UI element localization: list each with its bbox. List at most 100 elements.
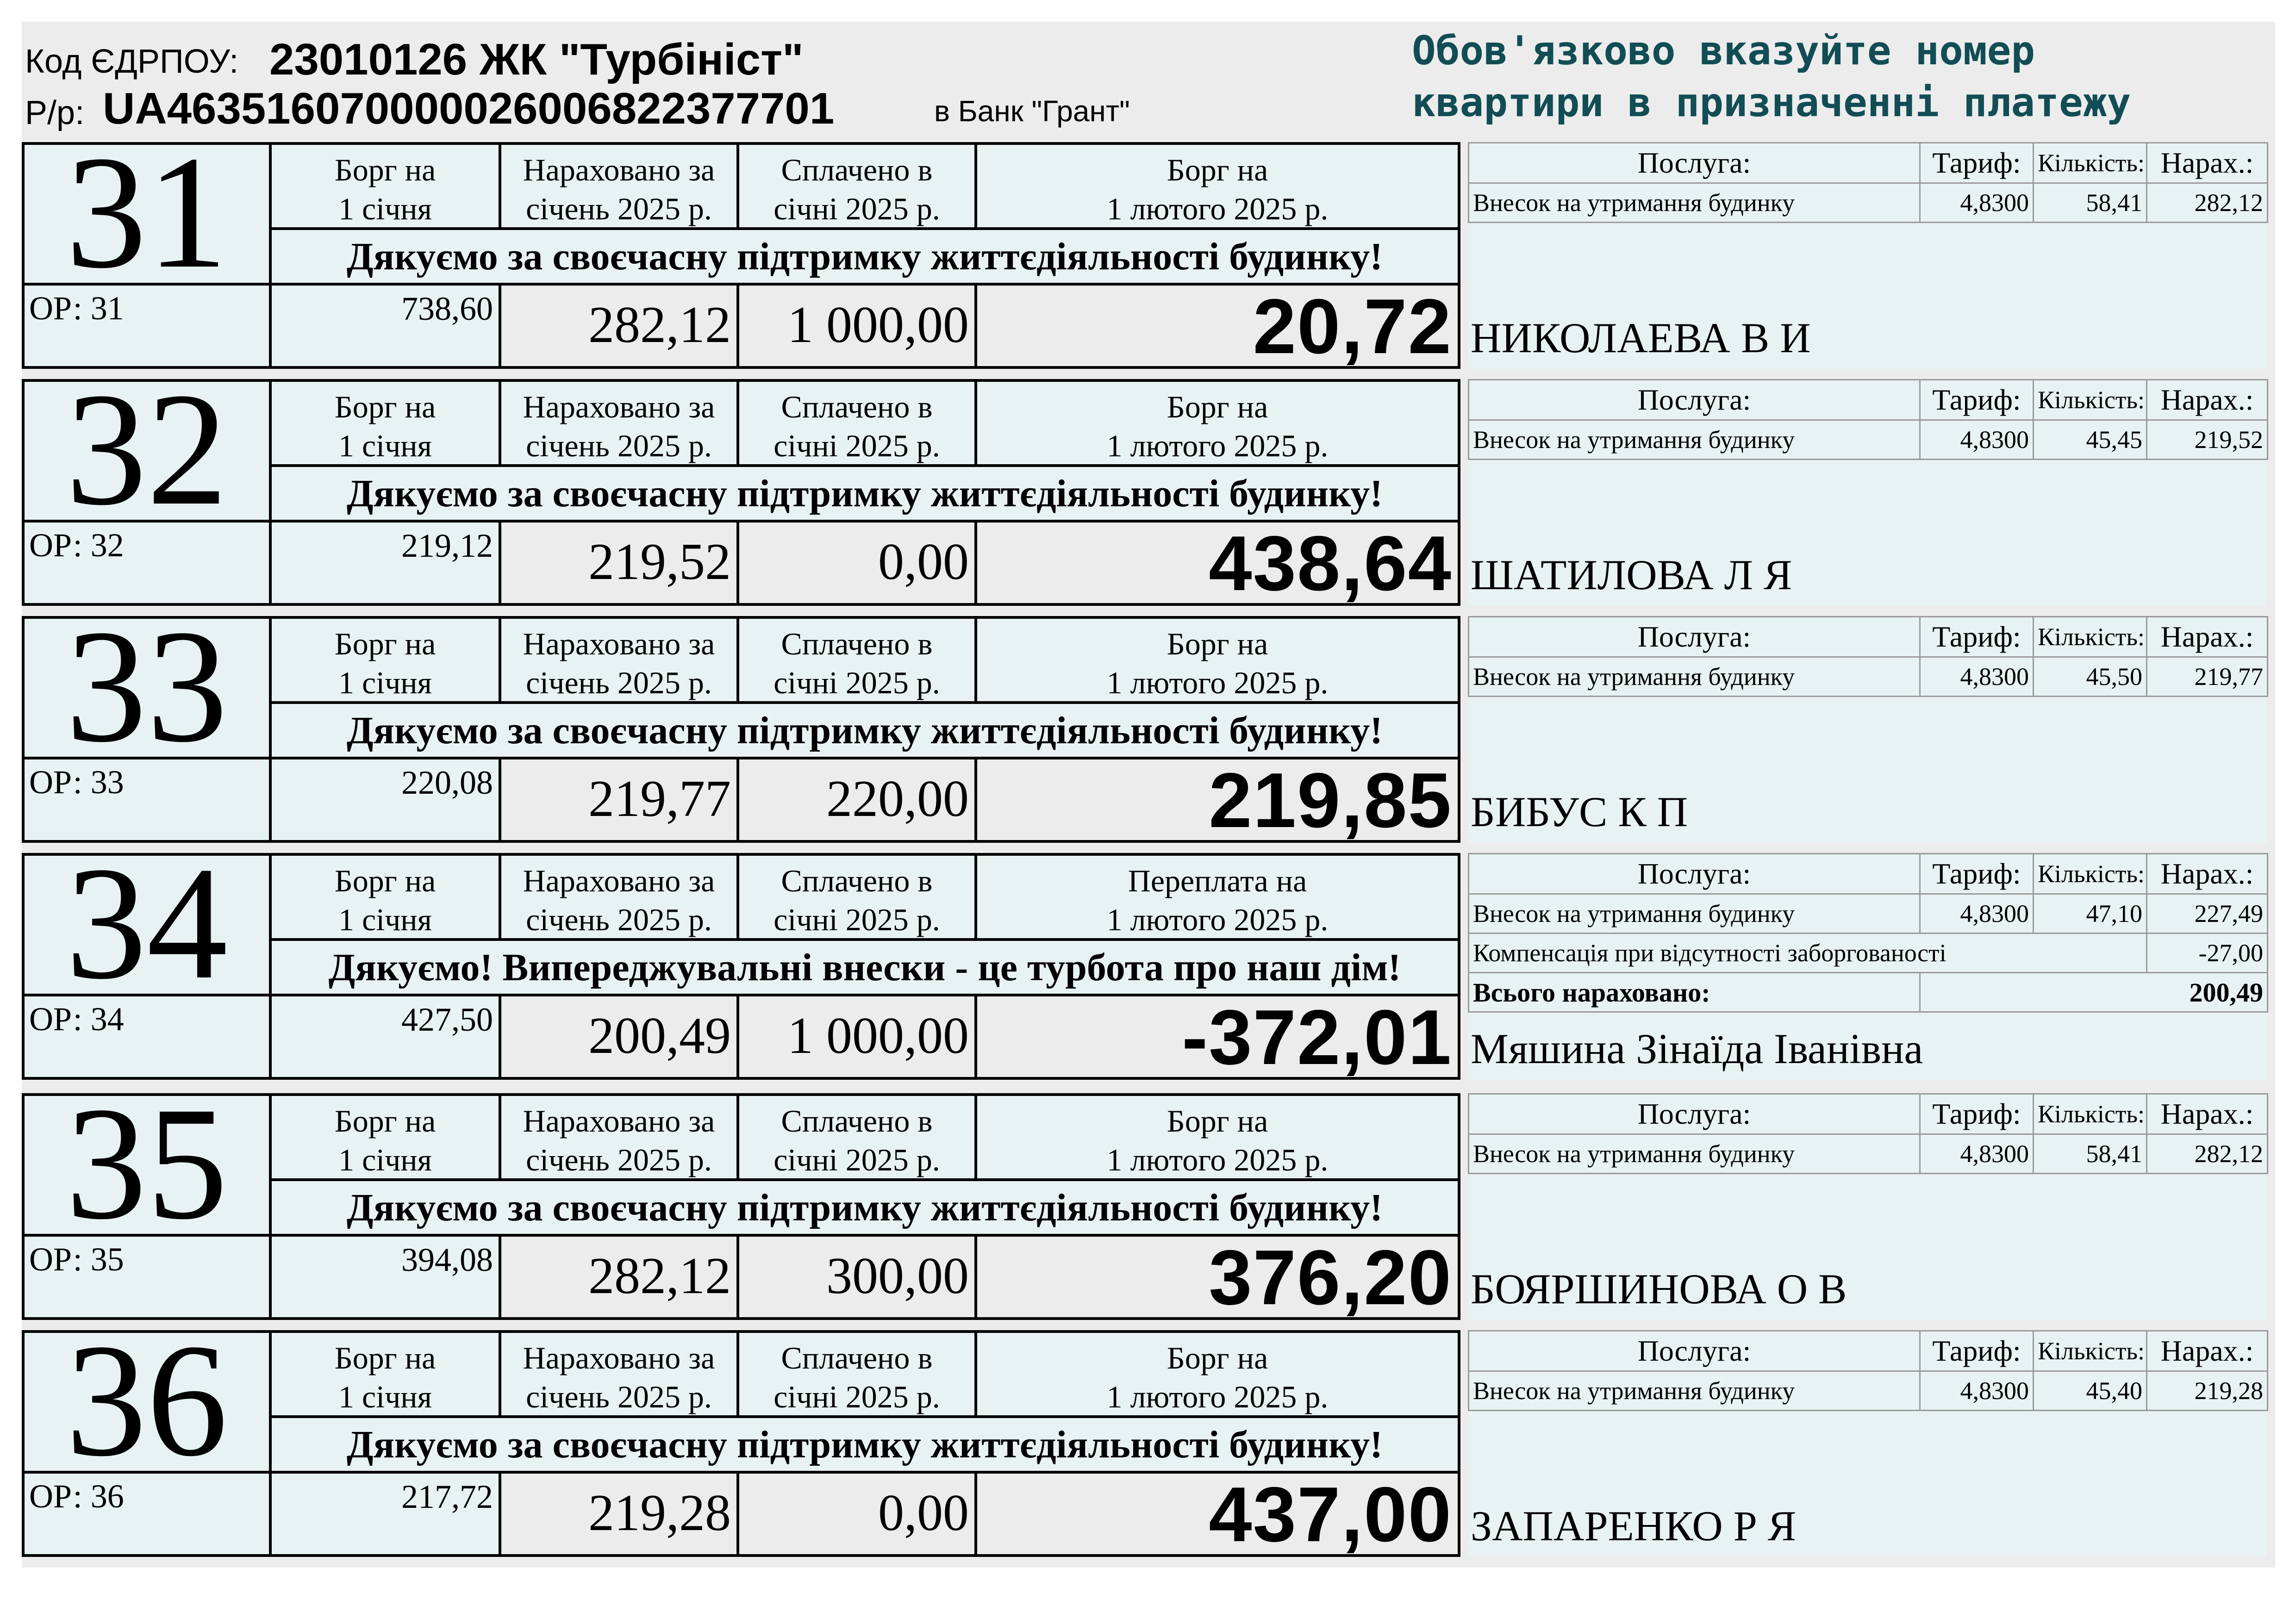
accrued-col-header: Нарах.: <box>2146 142 2268 184</box>
services-header-row: Послуга: Тариф: Кількість: Нарах.: <box>1468 853 2268 895</box>
paid-header: Сплачено в січні 2025 р. <box>736 1330 977 1418</box>
account-number: ОР: 32 <box>29 527 124 564</box>
debt-end-value: -372,01 <box>974 994 1460 1080</box>
debt-start-header: Борг на 1 січня <box>269 142 501 230</box>
accrued-value: 282,12 <box>499 1234 739 1320</box>
account-cell: ОР: 35 <box>22 1234 272 1320</box>
owner-name: Мяшина Зінаїда Іванівна <box>1471 1025 1923 1072</box>
service-tariff: 4,8300 <box>1919 1133 2034 1174</box>
header-line: Борг на <box>334 1103 436 1139</box>
accrued-value: 200,49 <box>499 994 739 1080</box>
header-line: Борг на <box>1167 152 1268 187</box>
debt-end-header: Борг на 1 лютого 2025 р. <box>974 1093 1460 1181</box>
accrued-header: Нараховано за січень 2025 р. <box>499 853 739 941</box>
header-line: 1 січня <box>338 1142 432 1177</box>
thank-you-message: Дякуємо за своєчасну підтримку життєдіял… <box>269 701 1460 759</box>
service-amount: 219,28 <box>2146 1370 2268 1411</box>
header-line: Борг на <box>334 389 436 424</box>
header-line: 1 лютого 2025 р. <box>1106 665 1329 700</box>
owner-name: БОЯРШИНОВА О В <box>1471 1265 1847 1313</box>
header-line: 1 січня <box>338 1379 432 1414</box>
account-number: ОР: 31 <box>29 290 124 327</box>
header-line: Сплачено в <box>781 1103 933 1139</box>
service-tariff: 4,8300 <box>1919 182 2034 223</box>
account-label: Р/р: <box>25 94 85 131</box>
header-line: січень 2025 р. <box>526 665 712 700</box>
owner-name: ЗАПАРЕНКО Р Я <box>1471 1502 1797 1550</box>
thank-you-message: Дякуємо! Випереджувальні внески - це тур… <box>269 938 1460 996</box>
apartment-block: 36 ОР: 36 Борг на 1 січня Нараховано за сі… <box>22 1330 2268 1561</box>
thank-you-message: Дякуємо за своєчасну підтримку життєдіял… <box>269 1178 1460 1237</box>
service-row: Внесок на утримання будинку 4,8300 45,40… <box>1468 1370 2268 1411</box>
debt-end-value: 219,85 <box>974 757 1460 843</box>
header-line: 1 січня <box>338 902 432 937</box>
debt-start-value: 219,12 <box>269 520 501 606</box>
service-quantity: 45,45 <box>2033 419 2147 460</box>
header-line: січні 2025 р. <box>774 902 940 937</box>
service-amount: 227,49 <box>2146 893 2268 934</box>
service-quantity: 45,40 <box>2033 1370 2147 1411</box>
service-amount: 219,52 <box>2146 419 2268 460</box>
apartment-number: 35 <box>22 1093 272 1237</box>
header-line: січні 2025 р. <box>774 665 940 700</box>
service-col-header: Послуга: <box>1468 1330 1921 1372</box>
header-line: Борг на <box>334 863 436 898</box>
header-line: Сплачено в <box>781 863 933 898</box>
services-header-row: Послуга: Тариф: Кількість: Нарах.: <box>1468 142 2268 184</box>
service-name: Внесок на утримання будинку <box>1468 182 1921 223</box>
accrued-header: Нараховано за січень 2025 р. <box>499 142 739 230</box>
header-line: січні 2025 р. <box>774 1142 940 1177</box>
debt-end-value: 437,00 <box>974 1471 1460 1557</box>
services-table: Послуга: Тариф: Кількість: Нарах.: Внесо… <box>1468 142 2268 369</box>
debt-start-header: Борг на 1 січня <box>269 379 501 467</box>
total-amount: 200,49 <box>1919 972 2268 1013</box>
services-grid: Послуга: Тариф: Кількість: Нарах.: Внесо… <box>1468 1330 2268 1411</box>
apartment-number: 31 <box>22 142 272 286</box>
account-number: ОР: 35 <box>29 1241 124 1278</box>
header-line: Борг на <box>334 626 436 661</box>
service-quantity: 58,41 <box>2033 1133 2147 1174</box>
debt-end-header: Борг на 1 лютого 2025 р. <box>974 379 1460 467</box>
header-line: 1 лютого 2025 р. <box>1106 1379 1329 1414</box>
debt-end-header: Борг на 1 лютого 2025 р. <box>974 616 1460 704</box>
service-col-header: Послуга: <box>1468 379 1921 421</box>
service-row: Внесок на утримання будинку 4,8300 58,41… <box>1468 182 2268 223</box>
accrued-header: Нараховано за січень 2025 р. <box>499 379 739 467</box>
service-quantity: 47,10 <box>2033 893 2147 934</box>
apartment-block: 32 ОР: 32 Борг на 1 січня Нараховано за сі… <box>22 379 2268 610</box>
header-line: січень 2025 р. <box>526 1379 712 1414</box>
service-col-header: Послуга: <box>1468 853 1921 895</box>
services-grid: Послуга: Тариф: Кількість: Нарах.: Внесо… <box>1468 853 2268 1013</box>
header-line: Борг на <box>1167 1103 1268 1139</box>
header-line: Нараховано за <box>523 626 715 661</box>
accrued-col-header: Нарах.: <box>2146 616 2268 658</box>
tariff-col-header: Тариф: <box>1919 1093 2034 1135</box>
header-line: 1 лютого 2025 р. <box>1106 191 1329 226</box>
debt-end-value: 20,72 <box>974 283 1460 369</box>
header-line: січні 2025 р. <box>774 191 940 226</box>
account-cell: ОР: 31 <box>22 283 272 369</box>
debt-end-value: 438,64 <box>974 520 1460 606</box>
paid-header: Сплачено в січні 2025 р. <box>736 379 977 467</box>
service-amount: 219,77 <box>2146 656 2268 697</box>
service-row: Внесок на утримання будинку 4,8300 45,45… <box>1468 419 2268 460</box>
services-header-row: Послуга: Тариф: Кількість: Нарах.: <box>1468 379 2268 421</box>
tariff-col-header: Тариф: <box>1919 616 2034 658</box>
service-row: Внесок на утримання будинку 4,8300 58,41… <box>1468 1133 2268 1174</box>
service-tariff: 4,8300 <box>1919 893 2034 934</box>
accrued-col-header: Нарах.: <box>2146 1093 2268 1135</box>
service-name: Внесок на утримання будинку <box>1468 893 1921 934</box>
services-table: Послуга: Тариф: Кількість: Нарах.: Внесо… <box>1468 379 2268 606</box>
header-line: Борг на <box>1167 626 1268 661</box>
paid-value: 300,00 <box>736 1234 977 1320</box>
service-amount: 282,12 <box>2146 182 2268 223</box>
debt-start-value: 427,50 <box>269 994 501 1080</box>
debt-start-header: Борг на 1 січня <box>269 853 501 941</box>
service-tariff: 4,8300 <box>1919 419 2034 460</box>
header-line: 1 січня <box>338 191 432 226</box>
accrued-value: 219,28 <box>499 1471 739 1557</box>
quantity-col-header: Кількість: <box>2033 616 2147 658</box>
apartment-number: 32 <box>22 379 272 523</box>
debt-start-value: 738,60 <box>269 283 501 369</box>
paid-value: 0,00 <box>736 1471 977 1557</box>
